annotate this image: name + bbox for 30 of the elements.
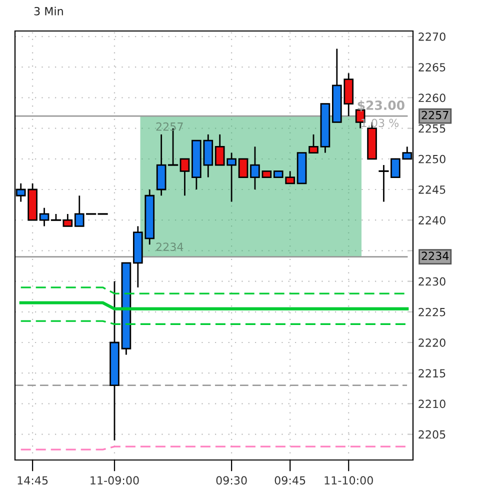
x-tick-label: 09:30 — [216, 476, 247, 485]
chart-title: 3 Min — [34, 6, 63, 16]
y-tick-label: 2245 — [418, 185, 446, 194]
y-tick-label: 2220 — [418, 338, 446, 347]
ref-line-label: 2234 — [422, 252, 449, 260]
y-tick-label: 2210 — [418, 400, 446, 408]
annotation: 2257 — [156, 122, 183, 131]
y-tick-label: 2270 — [418, 32, 446, 41]
y-tick-label: 2265 — [418, 63, 446, 72]
ref-line-label: 2257 — [422, 110, 448, 120]
annotation: $23.00 — [358, 100, 404, 112]
y-tick-label: 2255 — [418, 124, 446, 133]
x-tick-label: 09:45 — [274, 476, 306, 485]
x-tick-label: 11-09:00 — [90, 476, 139, 485]
y-tick-label: 2215 — [418, 369, 446, 378]
candlestick — [238, 158, 248, 178]
y-tick-label: 2250 — [418, 154, 446, 164]
candlestick — [308, 134, 318, 154]
candlestick — [62, 213, 73, 227]
candlestick — [180, 158, 190, 196]
candlestick — [39, 207, 50, 227]
x-tick-label: 14:45 — [18, 476, 48, 485]
annotation: 2234 — [156, 242, 184, 251]
y-tick-label: 2260 — [418, 94, 446, 102]
y-tick-label: 2240 — [418, 216, 446, 224]
y-tick-label: 2205 — [418, 430, 446, 439]
candlestick — [250, 146, 260, 190]
y-tick-label: 2230 — [418, 277, 446, 286]
x-tick-label: 11-10:00 — [324, 476, 373, 485]
y-tick-label: 2225 — [418, 308, 446, 316]
